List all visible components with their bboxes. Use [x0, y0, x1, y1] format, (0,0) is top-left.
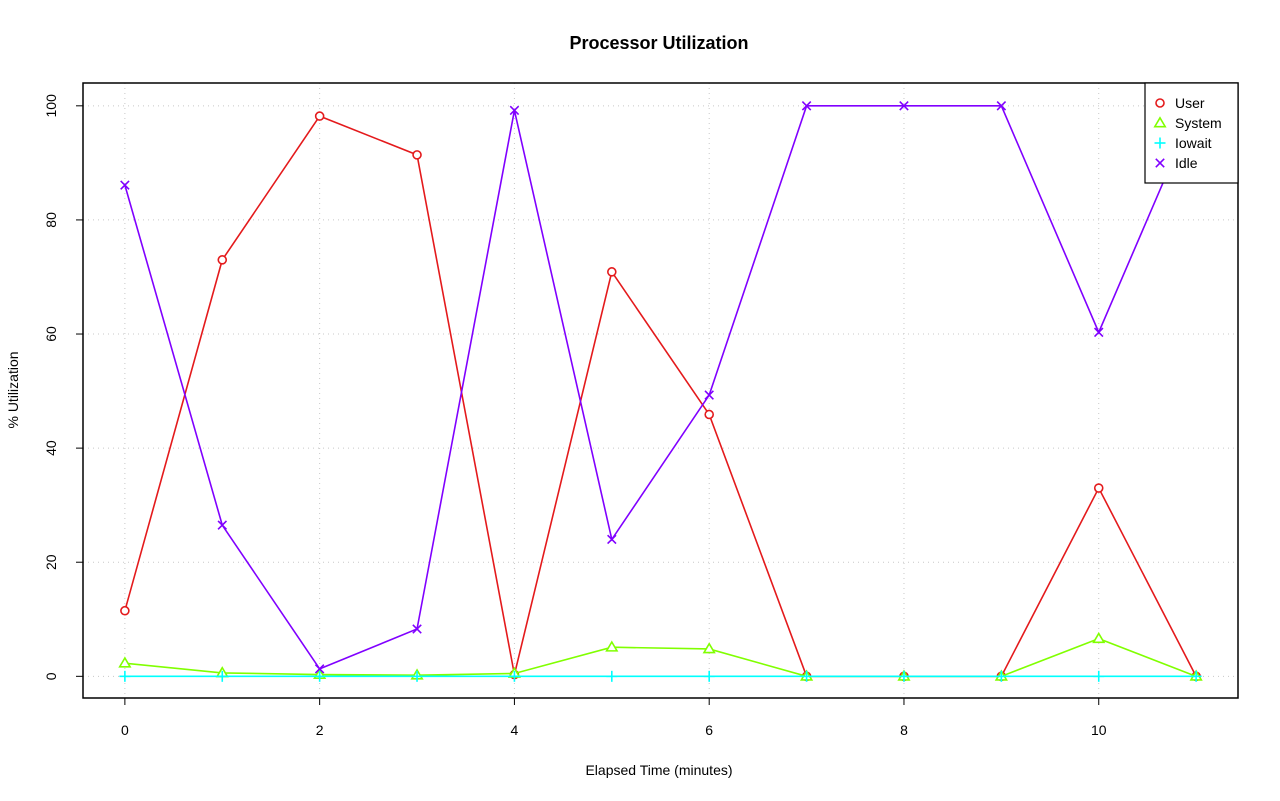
data-point-idle [704, 390, 714, 400]
y-tick-label: 0 [43, 672, 59, 680]
data-point-iowait [1190, 670, 1202, 682]
x-tick-label: 8 [900, 722, 908, 738]
x-tick-label: 2 [316, 722, 324, 738]
series-line-system [124, 637, 1197, 678]
data-point-user [1093, 483, 1104, 493]
legend: User System Iowait Idle [1144, 82, 1239, 184]
data-point-idle [509, 105, 520, 116]
data-point-idle [607, 534, 617, 545]
data-point-iowait [314, 670, 326, 682]
data-point-idle [217, 520, 228, 530]
legend-label-system: System [1175, 115, 1222, 131]
data-point-iowait [995, 670, 1007, 682]
data-point-iowait [606, 670, 618, 682]
y-tick-label: 60 [43, 326, 59, 342]
x-tick-label: 10 [1091, 722, 1107, 738]
data-point-idle [801, 101, 812, 111]
data-point-idle [996, 101, 1007, 111]
series-line-user [124, 115, 1197, 678]
y-tick-label: 40 [43, 440, 59, 456]
data-point-user [704, 409, 714, 420]
grid-lines [83, 83, 1238, 698]
data-point-iowait [1093, 670, 1105, 682]
data-point-iowait [119, 670, 131, 682]
data-point-user [120, 605, 130, 616]
legend-label-iowait: Iowait [1175, 135, 1212, 151]
data-point-iowait [703, 670, 715, 682]
data-point-iowait [411, 670, 423, 682]
y-tick-label: 80 [43, 212, 59, 228]
data-point-iowait [898, 670, 910, 682]
x-axis-label: Elapsed Time (minutes) [585, 762, 732, 778]
data-point-iowait [801, 670, 813, 682]
legend-marker-user [1155, 98, 1165, 108]
data-point-iowait [508, 670, 520, 682]
data-point-idle [120, 180, 130, 190]
legend-label-user: User [1175, 95, 1205, 111]
data-point-system [702, 642, 716, 654]
data-point-idle [412, 624, 422, 634]
series-line-idle [124, 105, 1197, 670]
data-point-system [1092, 631, 1106, 644]
y-tick-label: 100 [43, 94, 59, 118]
x-tick-label: 6 [705, 722, 713, 738]
data-point-user [412, 150, 422, 160]
x-tick-label: 0 [121, 722, 129, 738]
y-tick-label: 20 [43, 554, 59, 570]
data-point-idle [314, 664, 325, 674]
data-point-user [314, 111, 325, 121]
legend-marker-iowait [1154, 137, 1166, 149]
y-axis-label: % Utilization [5, 351, 21, 428]
series-layer [118, 101, 1203, 682]
data-point-iowait [216, 670, 228, 682]
data-point-user [607, 267, 617, 277]
legend-marker-system [1153, 116, 1167, 128]
data-point-idle [899, 101, 909, 111]
plot-frame [82, 82, 1239, 699]
data-point-user [217, 255, 228, 265]
data-point-system [118, 656, 132, 668]
chart-title: Processor Utilization [569, 33, 748, 53]
data-point-system [605, 640, 619, 652]
legend-marker-idle [1155, 158, 1165, 168]
data-point-idle [1093, 327, 1104, 338]
legend-label-idle: Idle [1175, 155, 1198, 171]
x-tick-label: 4 [511, 722, 519, 738]
